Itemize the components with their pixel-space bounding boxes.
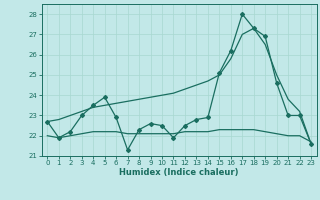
X-axis label: Humidex (Indice chaleur): Humidex (Indice chaleur): [119, 168, 239, 177]
